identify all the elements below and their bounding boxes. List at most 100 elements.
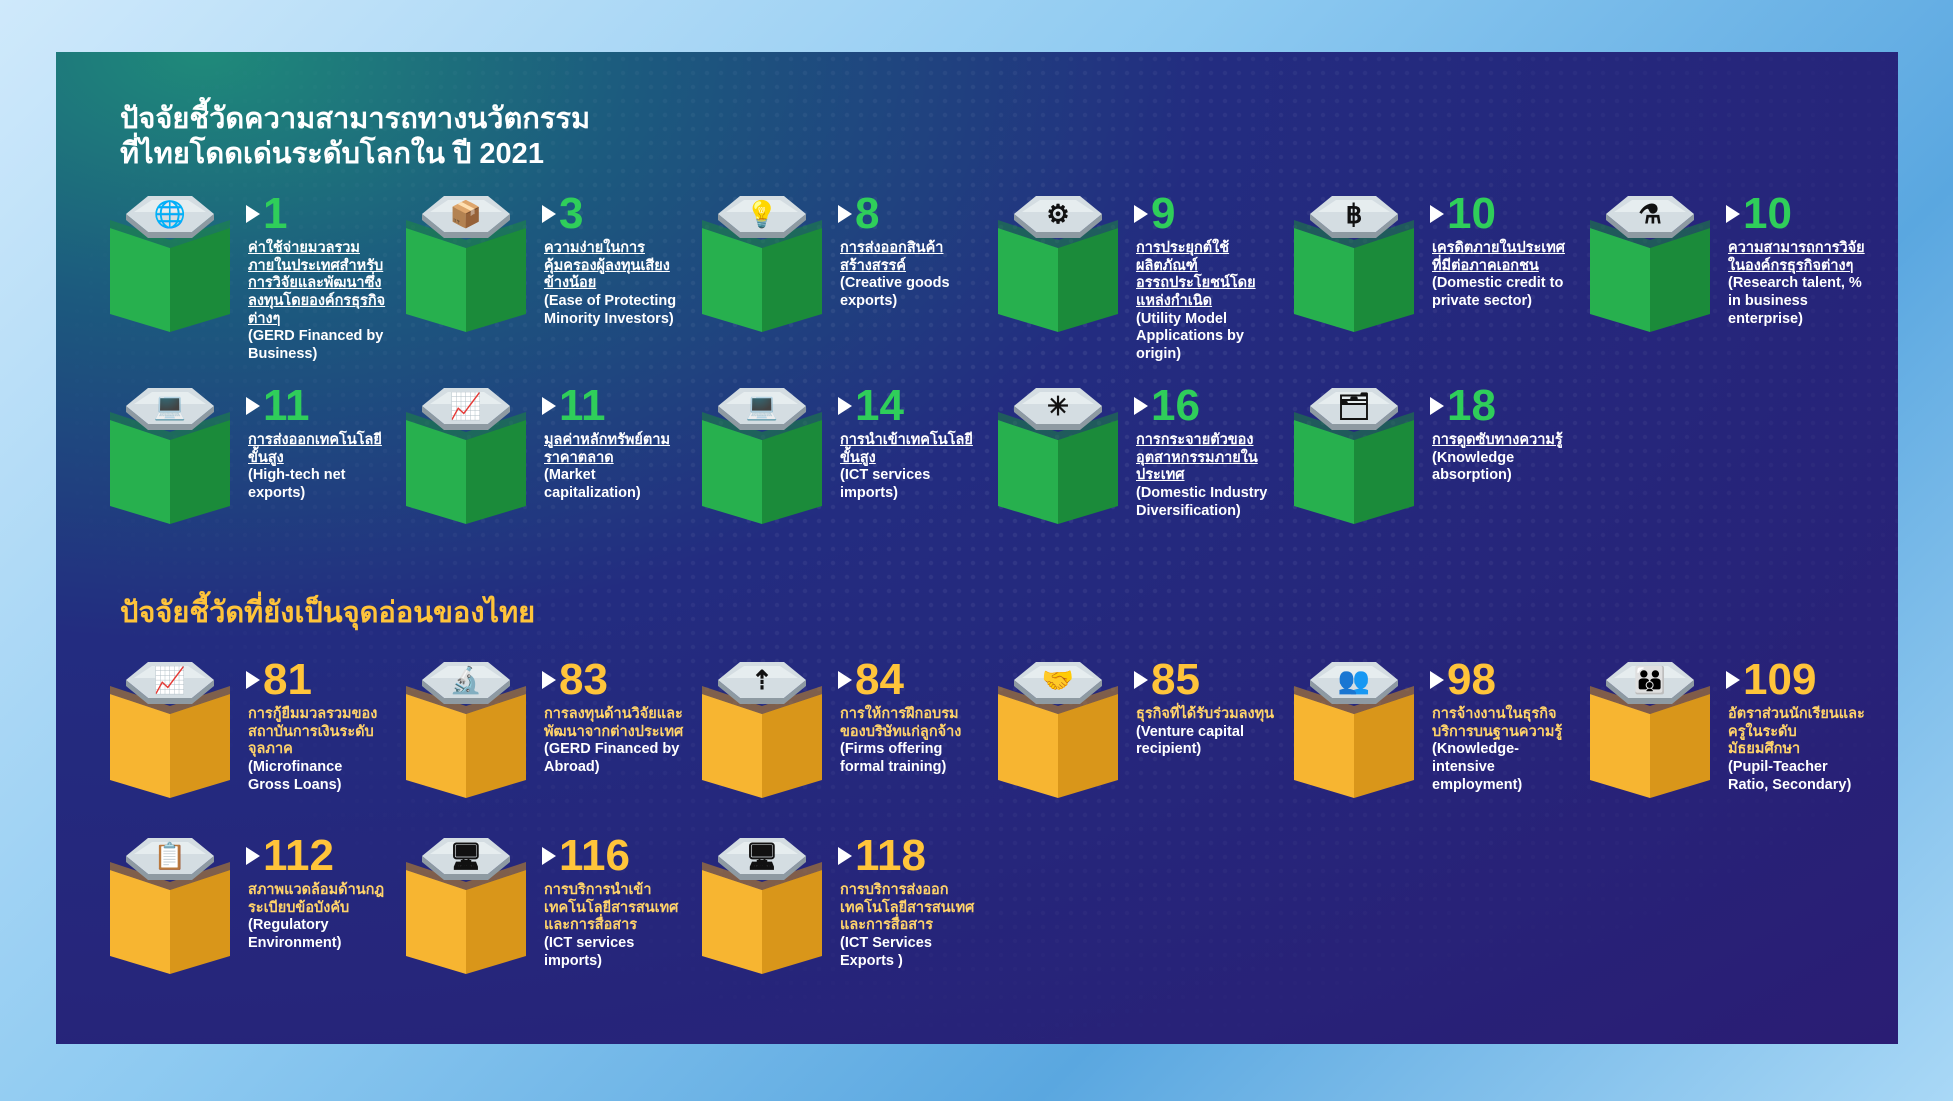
- lightbulb-icon: 💡: [745, 198, 779, 229]
- rank-label: 3: [542, 192, 583, 236]
- indicator-description: เครดิตภายในประเทศที่มีต่อภาคเอกชน (Domes…: [1432, 240, 1572, 311]
- rank-label: 14: [838, 384, 904, 428]
- arrow-marker-icon: [246, 205, 260, 223]
- indicator-description: การนำเข้าเทคโนโลยีขั้นสูง (ICT services …: [840, 432, 980, 503]
- handshake-icon: 🤝: [1041, 664, 1075, 695]
- team-icon: 👥: [1337, 664, 1371, 695]
- rank-label: 118: [838, 834, 926, 878]
- rank-label: 10: [1726, 192, 1792, 236]
- indicator-name-english: (Ease of Protecting Minority Investors): [544, 293, 677, 327]
- indicator-name-thai: การส่งออกสินค้าสร้างสรรค์: [840, 240, 944, 274]
- rank-label: 11: [246, 384, 310, 428]
- indicator-description: การประยุกต์ใช้ผลิตภัณฑ์อรรถประโยชน์โดยแห…: [1136, 240, 1276, 364]
- indicator-description: สภาพแวดล้อมด้านกฎระเบียบข้อบังคับ (Regul…: [248, 882, 388, 953]
- indicator-name-thai: เครดิตภายในประเทศที่มีต่อภาคเอกชน: [1432, 240, 1565, 274]
- arrow-marker-icon: [1726, 671, 1740, 689]
- rank-label: 83: [542, 658, 608, 702]
- arrow-marker-icon: [838, 671, 852, 689]
- indicator-name-english: (Research talent, % in business enterpri…: [1728, 275, 1862, 327]
- microscope-icon: 🔬: [449, 664, 483, 695]
- arrow-marker-icon: [838, 397, 852, 415]
- arrow-marker-icon: [246, 847, 260, 865]
- growth-chart-icon: 📈: [153, 664, 187, 695]
- weakness-item: 👪 109 อัตราส่วนนักเรียนและครูในระดับมัธย…: [1584, 658, 1865, 828]
- arrow-marker-icon: [1430, 671, 1444, 689]
- rank-label: 1: [246, 192, 287, 236]
- strength-item: ฿ 10 เครดิตภายในประเทศที่มีต่อภาคเอกชน (…: [1288, 189, 1565, 362]
- rank-value: 118: [855, 831, 926, 880]
- rank-label: 84: [838, 658, 904, 702]
- strength-item: ⚗ 10 ความสามารถการวิจัยในองค์กรธุรกิจต่า…: [1584, 192, 1865, 362]
- indicator-name-english: (Microfinance Gross Loans): [248, 759, 343, 793]
- document-check-icon: 📋: [153, 840, 187, 871]
- monitor-export-icon: 🖥: [745, 840, 779, 871]
- indicator-description: ค่าใช้จ่ายมวลรวมภายในประเทศสำหรับการวิจั…: [248, 240, 388, 364]
- rank-label: 11: [542, 384, 606, 428]
- arrow-marker-icon: [838, 847, 852, 865]
- bar-chart-up-icon: 📈: [449, 390, 483, 421]
- indicator-description: การกู้ยืมมวลรวมของสถาบันการเงินระดับจุลภ…: [248, 706, 388, 794]
- indicator-name-english: (Knowledge-intensive employment): [1432, 741, 1523, 793]
- strength-item: ⚙ 9 การประยุกต์ใช้ผลิตภัณฑ์อรรถประโยชน์โ…: [992, 192, 1262, 362]
- rank-value: 98: [1447, 655, 1496, 704]
- indicator-name-thai: ความสามารถการวิจัยในองค์กรธุรกิจต่างๆ: [1728, 240, 1865, 274]
- rank-label: 109: [1726, 658, 1816, 702]
- rank-value: 116: [559, 831, 630, 880]
- indicator-name-english: (Firms offering formal training): [840, 741, 947, 776]
- rank-value: 3: [559, 189, 584, 238]
- rank-label: 8: [838, 192, 879, 236]
- indicator-name-english: (ICT services imports): [840, 467, 931, 502]
- indicator-name-thai: การลงทุนด้านวิจัยและพัฒนาจากต่างประเทศ: [544, 706, 684, 740]
- indicator-name-english: (Venture capital recipient): [1136, 723, 1244, 758]
- gears-icon: ⚙: [1046, 198, 1070, 229]
- rank-value: 8: [855, 189, 880, 238]
- weakness-item: ⇡ 84 การให้การฝึกอบรมของบริษัทแก่ลูกจ้าง…: [696, 658, 966, 828]
- rank-value: 81: [263, 655, 312, 704]
- strength-item: 🌐 1 ค่าใช้จ่ายมวลรวมภายในประเทศสำหรับการ…: [104, 192, 385, 362]
- arrow-marker-icon: [1430, 205, 1444, 223]
- strength-item: 📈 11 มูลค่าหลักทรัพย์ตามราคาตลาด (Market…: [400, 384, 670, 554]
- infographic-panel: ปัจจัยชี้วัดความสามารถทางนวัตกรรม ที่ไทย…: [56, 52, 1898, 1044]
- computer-import-icon: 💻: [745, 390, 779, 421]
- strength-item: 📦 3 ความง่ายในการคุ้มครองผู้ลงทุนเสียงข้…: [400, 192, 676, 362]
- rank-value: 10: [1447, 189, 1496, 238]
- weakness-item: 📋 112 สภาพแวดล้อมด้านกฎระเบียบข้อบังคับ …: [104, 834, 384, 1004]
- globe-baht-icon: 🌐: [153, 198, 187, 229]
- world-map-dots: [56, 52, 1898, 1044]
- indicator-name-thai: การประยุกต์ใช้ผลิตภัณฑ์อรรถประโยชน์โดยแห…: [1136, 240, 1256, 310]
- arrow-marker-icon: [246, 397, 260, 415]
- indicator-name-english: (Knowledge absorption): [1432, 449, 1515, 484]
- indicator-name-thai: ธุรกิจที่ได้รับร่วมลงทุน: [1136, 706, 1275, 722]
- indicator-name-english: (ICT Services Exports ): [840, 935, 932, 969]
- indicator-name-english: (Market capitalization): [544, 467, 641, 502]
- indicator-name-thai: สภาพแวดล้อมด้านกฎระเบียบข้อบังคับ: [248, 882, 385, 916]
- rank-value: 10: [1743, 189, 1792, 238]
- indicator-name-english: (ICT services imports): [544, 935, 635, 969]
- weakness-item: 🖥 116 การบริการนำเข้าเทคโนโลยีสารสนเทศแล…: [400, 831, 678, 1004]
- rank-value: 84: [855, 655, 904, 704]
- rank-value: 85: [1151, 655, 1200, 704]
- arrow-marker-icon: [542, 671, 556, 689]
- rank-value: 11: [263, 381, 310, 430]
- indicator-name-thai: การส่งออกเทคโนโลยีขั้นสูง: [248, 432, 382, 466]
- indicator-description: อัตราส่วนนักเรียนและครูในระดับมัธยมศึกษา…: [1728, 706, 1868, 794]
- indicator-description: การให้การฝึกอบรมของบริษัทแก่ลูกจ้าง (Fir…: [840, 706, 980, 777]
- indicator-description: การดูดซับทางความรู้ (Knowledge absorptio…: [1432, 432, 1572, 485]
- strength-item: 💻 11 การส่งออกเทคโนโลยีขั้นสูง (High-tec…: [104, 384, 382, 554]
- rank-value: 16: [1151, 381, 1200, 430]
- arrow-marker-icon: [542, 205, 556, 223]
- indicator-description: การบริการนำเข้าเทคโนโลยีสารสนเทศและการสื…: [544, 882, 684, 970]
- weakness-item: 🤝 85 ธุรกิจที่ได้รับร่วมลงทุน (Venture c…: [992, 655, 1274, 828]
- rank-value: 83: [559, 655, 608, 704]
- weakness-item: 📈 81 การกู้ยืมมวลรวมของสถาบันการเงินระดั…: [104, 655, 377, 828]
- people-icon: 👪: [1633, 664, 1667, 695]
- hands-box-icon: 📦: [449, 198, 483, 229]
- strength-item: 🗂 18 การดูดซับทางความรู้ (Knowledge abso…: [1288, 384, 1563, 554]
- rank-label: 112: [246, 834, 334, 878]
- indicator-description: การกระจายตัวของอุตสาหกรรมภายในประเทศ (Do…: [1136, 432, 1276, 520]
- strength-item: ✳ 16 การกระจายตัวของอุตสาหกรรมภายในประเท…: [992, 381, 1267, 554]
- rank-value: 11: [559, 381, 606, 430]
- indicator-description: การจ้างงานในธุรกิจบริการบนฐานความรู้ (Kn…: [1432, 706, 1572, 794]
- strengths-heading-line2: ที่ไทยโดดเด่นระดับโลกใน ปี 2021: [120, 138, 544, 171]
- documents-icon: 🗂: [1337, 390, 1371, 421]
